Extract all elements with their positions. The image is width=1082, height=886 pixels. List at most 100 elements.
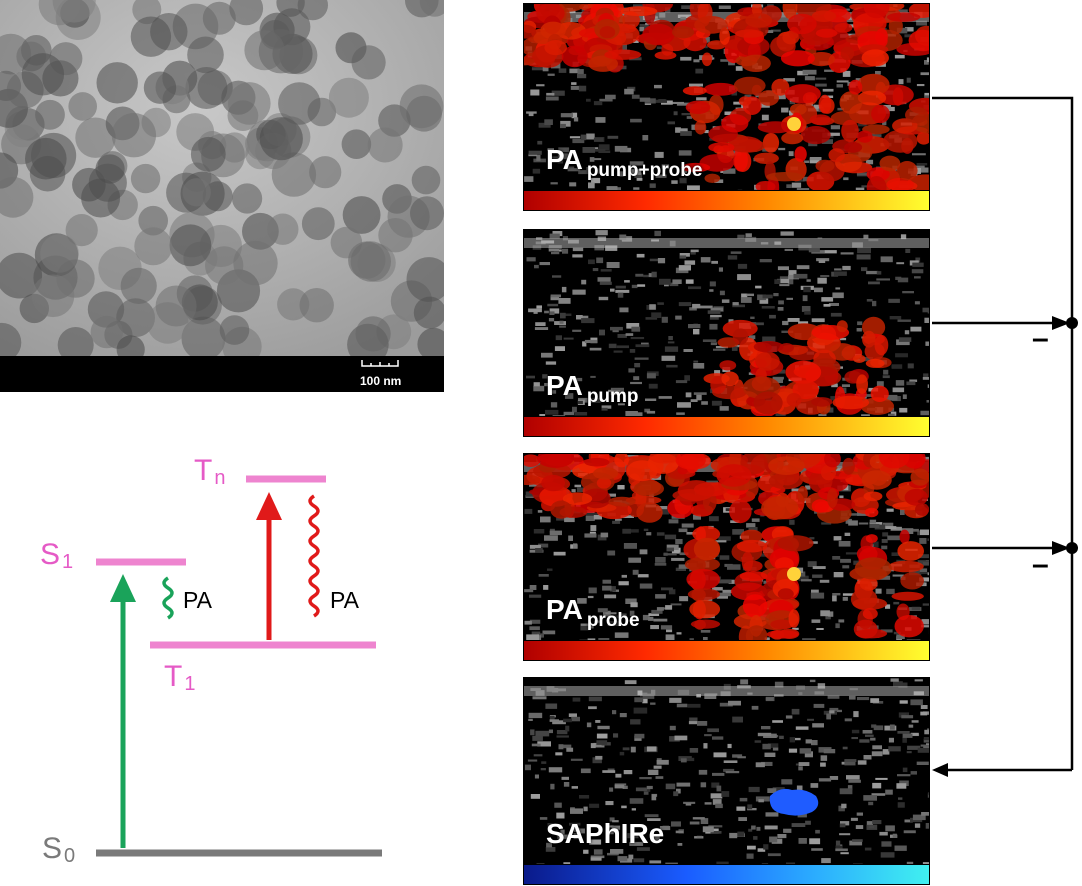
ultrasound-speckle [692, 817, 705, 820]
ultrasound-speckle [681, 5, 694, 9]
ultrasound-speckle [668, 589, 676, 595]
ultrasound-speckle [770, 29, 781, 32]
ultrasound-speckle [696, 835, 703, 838]
ultrasound-speckle [892, 833, 897, 838]
ultrasound-speckle [582, 147, 596, 153]
ultrasound-speckle [898, 337, 912, 342]
ultrasound-speckle [681, 523, 694, 528]
pa-signal-blob [733, 148, 748, 172]
ultrasound-speckle [902, 767, 908, 773]
ultrasound-speckle [547, 73, 555, 76]
ultrasound-speckle [528, 153, 538, 157]
ultrasound-speckle [572, 697, 581, 702]
pa-signal-blob [716, 464, 752, 487]
ultrasound-speckle [639, 24, 649, 30]
ultrasound-speckle [538, 543, 549, 548]
nanoparticle [169, 224, 212, 267]
ultrasound-speckle [899, 407, 908, 413]
ultrasound-speckle [529, 619, 541, 624]
ultrasound-speckle [857, 760, 867, 765]
ultrasound-speckle [922, 862, 929, 864]
nanoparticle [259, 117, 303, 161]
pa-label-green: PA [183, 587, 212, 613]
ultrasound-speckle [656, 506, 668, 511]
ultrasound-speckle [795, 737, 801, 741]
ultrasound-speckle [655, 776, 664, 779]
pa-signal-blob [864, 507, 879, 518]
ultrasound-speckle [693, 329, 700, 335]
ultrasound-speckle [812, 574, 823, 578]
ultrasound-speckle [839, 823, 846, 828]
ultrasound-speckle [855, 825, 864, 829]
ultrasound-speckle [796, 785, 803, 790]
ultrasound-speckle [669, 697, 682, 703]
scale-label: 100 nm [360, 374, 402, 388]
ultrasound-speckle [914, 823, 921, 828]
ultrasound-speckle [805, 485, 811, 490]
ultrasound-speckle [793, 273, 808, 279]
ultrasound-speckle [534, 327, 549, 330]
pa-signal-blob [719, 27, 730, 45]
ultrasound-speckle [902, 291, 914, 294]
ultrasound-speckle [629, 610, 635, 616]
junction-dot [1066, 317, 1078, 329]
ultrasound-speckle [608, 830, 614, 835]
ultrasound-speckle [719, 290, 725, 296]
pa-signal-blob [693, 537, 721, 561]
ultrasound-speckle [789, 737, 795, 743]
ultrasound-speckle [761, 726, 771, 730]
ultrasound-speckle [593, 849, 603, 855]
ultrasound-speckle [833, 536, 842, 541]
ultrasound-speckle [880, 256, 893, 263]
ultrasound-speckle [569, 136, 581, 139]
pa-signal-blob [842, 457, 855, 475]
pa-signal-blob [792, 380, 819, 400]
ultrasound-speckle [841, 384, 850, 387]
ultrasound-speckle [751, 705, 759, 710]
ultrasound-speckle [676, 782, 691, 787]
ultrasound-speckle [765, 812, 779, 817]
ultrasound-speckle [649, 304, 656, 310]
ultrasound-speckle [863, 755, 872, 760]
pa-signal-blob [633, 480, 664, 497]
pa-signal-blob [596, 477, 612, 489]
ultrasound-speckle [924, 60, 929, 65]
pa-signal-blob [888, 560, 924, 573]
ultrasound-speckle [798, 321, 809, 324]
ultrasound-speckle [810, 592, 825, 599]
pa-signal-blob [757, 121, 794, 134]
ultrasound-speckle [711, 260, 718, 264]
ultrasound-speckle [618, 171, 625, 177]
ultrasound-speckle [645, 317, 658, 320]
ultrasound-speckle [653, 618, 668, 622]
ultrasound-speckle [808, 248, 820, 253]
ultrasound-speckle [821, 522, 832, 525]
ultrasound-speckle [906, 77, 911, 83]
scale-bar [361, 360, 399, 367]
panel-image-hot [524, 454, 929, 640]
ultrasound-speckle [592, 158, 602, 161]
ultrasound-speckle [538, 122, 551, 128]
ultrasound-speckle [774, 93, 786, 100]
ultrasound-speckle [923, 738, 929, 743]
pa-signal-blob [524, 454, 541, 467]
ultrasound-speckle [740, 679, 749, 685]
ultrasound-speckle [555, 752, 563, 756]
ultrasound-speckle [619, 751, 625, 756]
ultrasound-speckle [584, 339, 598, 343]
ultrasound-speckle [668, 336, 673, 341]
ultrasound-speckle [528, 308, 542, 313]
ultrasound-speckle [835, 840, 841, 846]
ultrasound-speckle [563, 411, 574, 416]
ultrasound-speckle [572, 138, 585, 144]
ultrasound-speckle [892, 574, 904, 577]
ultrasound-speckle [782, 320, 789, 326]
ultrasound-speckle [697, 721, 708, 726]
ultrasound-speckle [812, 566, 826, 569]
pa-signal-blob [891, 591, 924, 601]
ultrasound-speckle [598, 638, 610, 640]
ultrasound-speckle [651, 794, 657, 801]
pa-signal-blob [677, 480, 715, 501]
ultrasound-speckle [639, 27, 645, 32]
ultrasound-speckle [920, 529, 929, 535]
